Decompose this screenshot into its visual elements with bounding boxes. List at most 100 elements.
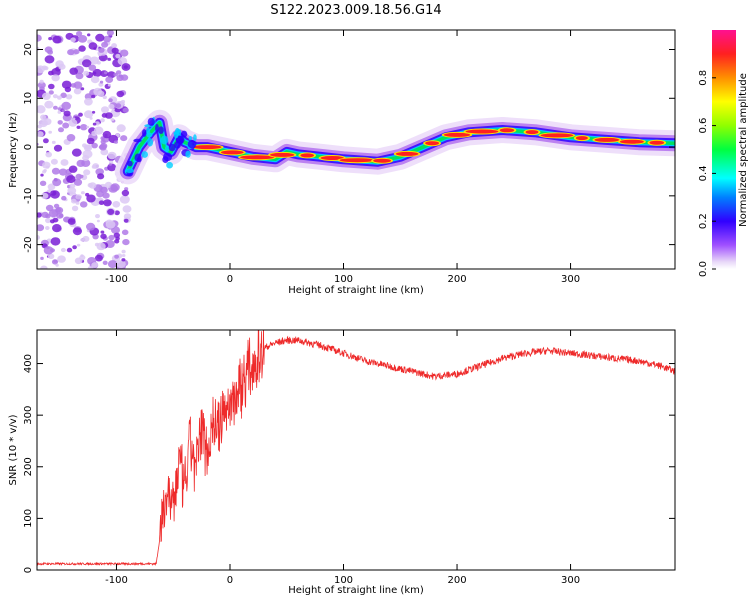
onset-blob bbox=[142, 129, 147, 137]
noise-speckle bbox=[124, 187, 129, 191]
noise-speckle bbox=[72, 227, 82, 236]
noise-speckle bbox=[86, 125, 90, 129]
noise-speckle bbox=[116, 260, 126, 269]
y-tick-label: 100 bbox=[23, 509, 34, 528]
noise-speckle bbox=[45, 226, 50, 230]
noise-speckle bbox=[57, 255, 66, 263]
noise-speckle bbox=[40, 256, 44, 260]
noise-speckle bbox=[48, 83, 55, 90]
noise-speckle bbox=[56, 95, 62, 100]
noise-speckle bbox=[67, 49, 75, 56]
noise-speckle bbox=[85, 192, 90, 197]
noise-speckle bbox=[75, 201, 80, 205]
noise-speckle bbox=[120, 135, 128, 142]
ridge-peak bbox=[193, 145, 222, 150]
y-tick-label: -10 bbox=[23, 188, 34, 204]
noise-speckle bbox=[60, 92, 67, 99]
noise-speckle bbox=[48, 90, 54, 95]
onset-blob bbox=[147, 138, 154, 147]
noise-speckle bbox=[96, 61, 101, 65]
noise-speckle bbox=[92, 122, 97, 126]
noise-speckle bbox=[107, 163, 117, 172]
noise-speckle bbox=[119, 195, 130, 204]
noise-speckle bbox=[111, 47, 119, 54]
x-tick-label: 100 bbox=[334, 274, 353, 285]
noise-speckle bbox=[114, 254, 119, 259]
noise-speckle bbox=[53, 203, 60, 209]
noise-speckle bbox=[82, 155, 90, 161]
noise-speckle bbox=[77, 35, 88, 43]
spectrogram-x-label: Height of straight line (km) bbox=[288, 285, 424, 296]
noise-speckle bbox=[41, 211, 49, 218]
noise-speckle bbox=[37, 224, 45, 232]
onset-blob bbox=[187, 140, 197, 149]
noise-speckle bbox=[108, 98, 113, 103]
noise-speckle bbox=[37, 235, 40, 240]
noise-speckle bbox=[82, 235, 90, 242]
noise-speckle bbox=[103, 199, 112, 207]
noise-speckle bbox=[89, 117, 93, 120]
noise-speckle bbox=[53, 259, 58, 263]
noise-speckle bbox=[83, 169, 91, 176]
noise-speckle bbox=[110, 183, 120, 192]
onset-blob bbox=[163, 152, 173, 162]
noise-speckle bbox=[50, 237, 61, 246]
noise-speckle bbox=[90, 76, 100, 84]
noise-speckle bbox=[66, 247, 73, 253]
noise-speckle bbox=[122, 107, 129, 113]
noise-speckle bbox=[57, 110, 62, 114]
colorbar-tick-label: 0.6 bbox=[698, 118, 709, 134]
noise-speckle bbox=[52, 178, 62, 187]
x-tick-label: 200 bbox=[447, 274, 466, 285]
ridge-peak bbox=[339, 158, 375, 163]
noise-speckle bbox=[101, 106, 109, 114]
noise-speckle bbox=[48, 130, 52, 134]
noise-speckle bbox=[120, 49, 129, 57]
onset-blob bbox=[134, 153, 142, 162]
noise-speckle bbox=[44, 100, 54, 109]
noise-speckle bbox=[96, 242, 106, 251]
noise-speckle bbox=[116, 74, 124, 82]
noise-speckle bbox=[81, 191, 85, 195]
noise-speckle bbox=[114, 210, 120, 216]
noise-speckle bbox=[91, 262, 99, 268]
snr-y-ticks: 0 100 200 300 400 bbox=[23, 354, 675, 573]
noise-speckle bbox=[76, 243, 81, 247]
colorbar-label: Normalized spectral amplitude bbox=[738, 73, 749, 227]
noise-speckle bbox=[101, 41, 109, 48]
noise-speckle bbox=[107, 151, 117, 160]
noise-speckle bbox=[104, 71, 108, 75]
noise-speckle bbox=[121, 254, 126, 257]
x-tick-label: -100 bbox=[105, 274, 128, 285]
noise-speckle bbox=[66, 134, 76, 142]
spectrogram-frame bbox=[36, 29, 676, 270]
noise-speckle bbox=[37, 131, 44, 138]
noise-speckle bbox=[73, 178, 83, 186]
y-tick-label: 10 bbox=[23, 92, 34, 105]
colorbar-tick-label: 0.4 bbox=[698, 165, 709, 181]
noise-speckle bbox=[83, 70, 90, 76]
snr-y-label: SNR (10 * v/v) bbox=[8, 414, 19, 485]
snr-frame bbox=[36, 329, 676, 571]
noise-speckle bbox=[58, 63, 66, 70]
ridge-peak bbox=[443, 132, 471, 137]
onset-blob bbox=[188, 136, 192, 141]
noise-speckle bbox=[48, 209, 59, 218]
noise-speckle bbox=[112, 201, 121, 208]
snr-x-label: Height of straight line (km) bbox=[288, 585, 424, 596]
onset-blob bbox=[160, 135, 169, 145]
noise-speckle bbox=[87, 33, 91, 37]
y-tick-label: 20 bbox=[23, 43, 34, 56]
noise-speckle bbox=[93, 126, 104, 135]
noise-speckle bbox=[121, 249, 126, 254]
noise-speckle bbox=[80, 124, 88, 131]
noise-speckle bbox=[111, 43, 117, 49]
noise-speckle bbox=[37, 105, 46, 114]
noise-speckle bbox=[39, 180, 47, 186]
noise-speckle bbox=[98, 145, 104, 150]
noise-speckle bbox=[40, 173, 44, 177]
noise-speckle bbox=[47, 183, 56, 191]
noise-speckle bbox=[86, 137, 95, 145]
spectrogram-x-ticks: -100 0 100 200 300 bbox=[105, 30, 580, 285]
noise-speckle bbox=[58, 168, 68, 176]
